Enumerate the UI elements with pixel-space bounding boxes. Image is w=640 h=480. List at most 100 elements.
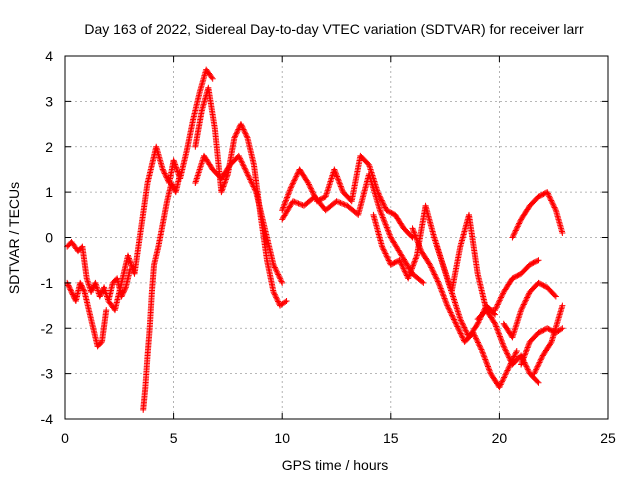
- data-point: [431, 271, 438, 278]
- data-point: [523, 347, 530, 354]
- data-point: [397, 258, 404, 265]
- data-point: [241, 129, 248, 136]
- data-point: [337, 183, 344, 190]
- data-point: [284, 193, 291, 200]
- series-track-16: [531, 302, 566, 377]
- data-point: [533, 366, 540, 373]
- data-point: [292, 174, 299, 181]
- data-point: [239, 125, 246, 132]
- data-point: [537, 358, 544, 365]
- data-point: [289, 180, 296, 187]
- data-point: [283, 195, 290, 202]
- data-point: [502, 371, 509, 378]
- data-point: [286, 187, 293, 194]
- data-point: [294, 199, 301, 206]
- data-point: [505, 364, 512, 371]
- data-point: [277, 277, 284, 284]
- data-point: [548, 197, 555, 204]
- data-point: [282, 298, 289, 305]
- data-point: [481, 353, 488, 360]
- data-point: [459, 320, 466, 327]
- data-point: [450, 315, 457, 322]
- data-point: [484, 362, 491, 369]
- data-point: [398, 261, 405, 268]
- data-point: [549, 200, 556, 207]
- data-point: [442, 298, 449, 305]
- series-track-2: [64, 279, 110, 350]
- data-point: [496, 384, 503, 391]
- data-point: [279, 207, 286, 214]
- data-point: [309, 188, 316, 195]
- data-point: [417, 245, 424, 252]
- data-point: [399, 262, 406, 269]
- data-point: [252, 187, 259, 194]
- data-point: [271, 291, 278, 298]
- data-point: [66, 285, 73, 292]
- data-point: [66, 283, 73, 290]
- data-point: [535, 360, 542, 367]
- data-point: [494, 302, 501, 309]
- data-point: [383, 253, 390, 260]
- data-point: [417, 246, 424, 253]
- data-point: [485, 364, 492, 371]
- data-point: [68, 288, 75, 295]
- data-point: [484, 363, 491, 370]
- data-point: [483, 359, 490, 366]
- y-tick-label: -3: [41, 366, 54, 382]
- data-point: [501, 374, 508, 381]
- data-point: [505, 353, 512, 360]
- series-track-3: [105, 66, 216, 314]
- data-point: [550, 201, 557, 208]
- data-point: [412, 233, 419, 240]
- data-point: [534, 378, 541, 385]
- data-point: [498, 380, 505, 387]
- x-axis-label: GPS time / hours: [282, 457, 389, 473]
- data-point: [511, 352, 518, 359]
- data-point: [280, 203, 287, 210]
- data-point: [385, 228, 392, 235]
- x-tick-label: 0: [61, 430, 69, 446]
- data-point: [473, 336, 480, 343]
- data-point: [497, 295, 504, 302]
- data-point: [89, 285, 96, 292]
- data-point: [535, 257, 542, 264]
- data-point: [457, 316, 464, 323]
- data-point: [539, 353, 546, 360]
- data-point: [67, 287, 74, 294]
- data-point: [287, 184, 294, 191]
- data-point: [448, 310, 455, 317]
- data-point: [524, 294, 531, 301]
- data-point: [432, 272, 439, 279]
- data-point: [168, 180, 175, 187]
- data-point: [125, 254, 132, 261]
- data-point: [96, 293, 103, 300]
- data-point: [331, 167, 338, 174]
- data-point: [411, 229, 418, 236]
- data-point: [471, 331, 478, 338]
- x-tick-label: 25: [600, 430, 616, 446]
- data-point: [296, 201, 303, 208]
- data-point: [399, 264, 406, 271]
- data-point: [454, 323, 461, 330]
- data-point: [275, 298, 282, 305]
- data-point: [250, 183, 257, 190]
- data-point: [380, 246, 387, 253]
- data-point: [494, 326, 501, 333]
- data-point: [248, 179, 255, 186]
- data-point: [525, 343, 532, 350]
- data-point: [307, 185, 314, 192]
- data-point: [547, 196, 554, 203]
- data-point: [379, 198, 386, 205]
- data-point: [309, 189, 316, 196]
- x-tick-label: 5: [170, 430, 178, 446]
- data-point: [280, 204, 287, 211]
- data-point: [231, 134, 238, 141]
- data-point: [222, 177, 229, 184]
- data-point: [271, 263, 278, 270]
- data-point: [442, 296, 449, 303]
- data-point: [271, 290, 278, 297]
- data-point: [397, 259, 404, 266]
- data-point: [291, 177, 298, 184]
- data-point: [524, 365, 531, 372]
